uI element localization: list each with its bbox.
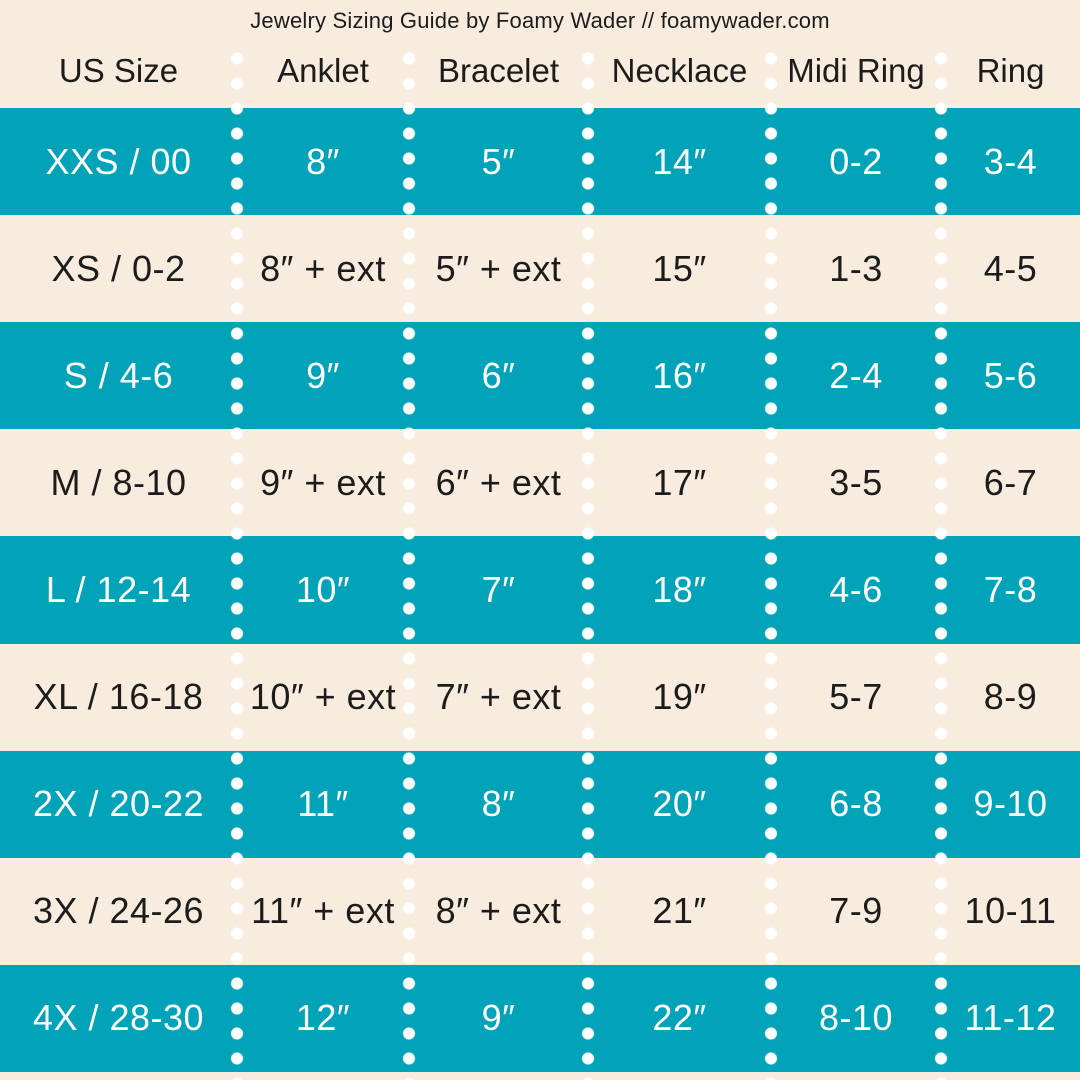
anklet-value: 8″ + ext	[260, 247, 386, 289]
ring-value: 3-4	[983, 140, 1038, 182]
table-row-xs: XS / 0-2 8″ + ext 5″ + ext 15″ 1-3 4-5	[0, 215, 1080, 322]
midi-ring-value: 4-6	[829, 568, 883, 610]
necklace-value: 22″	[652, 997, 707, 1039]
bracelet-value: 7″	[481, 568, 516, 610]
necklace-value: 16″	[652, 354, 707, 396]
column-header-anklet: Anklet	[277, 52, 369, 89]
table-row-s: S / 4-6 9″ 6″ 16″ 2-4 5-6	[0, 322, 1080, 430]
us-size-value: XL / 16-18	[33, 676, 204, 718]
midi-ring-value: 5-7	[829, 676, 883, 718]
table-row-3x: 3X / 24-26 11″ + ext 8″ + ext 21″ 7-9 10…	[0, 858, 1080, 965]
us-size-value: XS / 0-2	[51, 247, 186, 289]
midi-ring-value: 6-8	[829, 783, 883, 825]
ring-value: 11-12	[964, 997, 1057, 1039]
bracelet-value: 5″	[481, 140, 516, 182]
necklace-value: 17″	[652, 461, 707, 503]
us-size-value: 3X / 24-26	[32, 890, 205, 932]
ring-value: 8-9	[983, 676, 1038, 718]
column-header-bracelet: Bracelet	[437, 52, 560, 89]
us-size-value: S / 4-6	[63, 354, 174, 396]
table-body: XXS / 00 8″ 5″ 14″ 0-2 3-4 XS / 0-2 8″ +…	[0, 108, 1080, 1072]
bracelet-value: 8″	[481, 783, 516, 825]
column-header-ring: Ring	[976, 52, 1045, 89]
bracelet-value: 8″ + ext	[435, 890, 562, 932]
table-row-m: M / 8-10 9″ + ext 6″ + ext 17″ 3-5 6-7	[0, 429, 1080, 536]
table-row-xxs: XXS / 00 8″ 5″ 14″ 0-2 3-4	[0, 108, 1080, 216]
bracelet-value: 9″	[481, 997, 516, 1039]
necklace-value: 21″	[652, 890, 707, 932]
midi-ring-value: 1-3	[829, 247, 883, 289]
page-title: Jewelry Sizing Guide by Foamy Wader // f…	[250, 8, 830, 33]
ring-value: 6-7	[983, 461, 1038, 503]
anklet-value: 9″ + ext	[260, 461, 386, 503]
ring-value: 4-5	[983, 247, 1038, 289]
anklet-value: 10″ + ext	[249, 676, 397, 718]
table-row-l: L / 12-14 10″ 7″ 18″ 4-6 7-8	[0, 536, 1080, 644]
necklace-value: 15″	[652, 247, 707, 289]
table-row-xl: XL / 16-18 10″ + ext 7″ + ext 19″ 5-7 8-…	[0, 644, 1080, 751]
bracelet-value: 7″ + ext	[435, 676, 562, 718]
anklet-value: 11″	[297, 783, 349, 825]
necklace-value: 18″	[652, 568, 707, 610]
midi-ring-value: 7-9	[829, 890, 883, 932]
us-size-value: L / 12-14	[45, 568, 192, 610]
bracelet-value: 6″	[481, 354, 516, 396]
necklace-value: 14″	[652, 140, 707, 182]
us-size-value: XXS / 00	[45, 140, 192, 182]
ring-value: 10-11	[964, 890, 1057, 932]
us-size-value: 2X / 20-22	[32, 783, 205, 825]
ring-value: 5-6	[983, 354, 1038, 396]
necklace-value: 20″	[652, 783, 707, 825]
necklace-value: 19″	[652, 676, 707, 718]
table-header: US Size Anklet Bracelet Necklace Midi Ri…	[0, 34, 1080, 108]
column-header-midi-ring: Midi Ring	[787, 52, 925, 89]
anklet-value: 10″	[295, 568, 351, 610]
us-size-value: 4X / 28-30	[32, 997, 205, 1039]
midi-ring-value: 2-4	[829, 354, 883, 396]
bracelet-value: 6″ + ext	[435, 461, 562, 503]
anklet-value: 9″	[306, 354, 340, 396]
midi-ring-value: 0-2	[829, 140, 883, 182]
anklet-value: 8″	[306, 140, 340, 182]
ring-value: 9-10	[973, 783, 1048, 825]
midi-ring-value: 3-5	[829, 461, 883, 503]
anklet-value: 12″	[295, 997, 351, 1039]
anklet-value: 11″ + ext	[251, 890, 395, 932]
column-header-us-size: US Size	[58, 52, 179, 89]
us-size-value: M / 8-10	[50, 461, 187, 503]
table-row-2x: 2X / 20-22 11″ 8″ 20″ 6-8 9-10	[0, 750, 1080, 858]
table-row-4x: 4X / 28-30 12″ 9″ 22″ 8-10 11-12	[0, 964, 1080, 1072]
midi-ring-value: 8-10	[818, 997, 894, 1039]
column-header-necklace: Necklace	[611, 52, 748, 89]
bracelet-value: 5″ + ext	[435, 247, 562, 289]
ring-value: 7-8	[983, 568, 1038, 610]
